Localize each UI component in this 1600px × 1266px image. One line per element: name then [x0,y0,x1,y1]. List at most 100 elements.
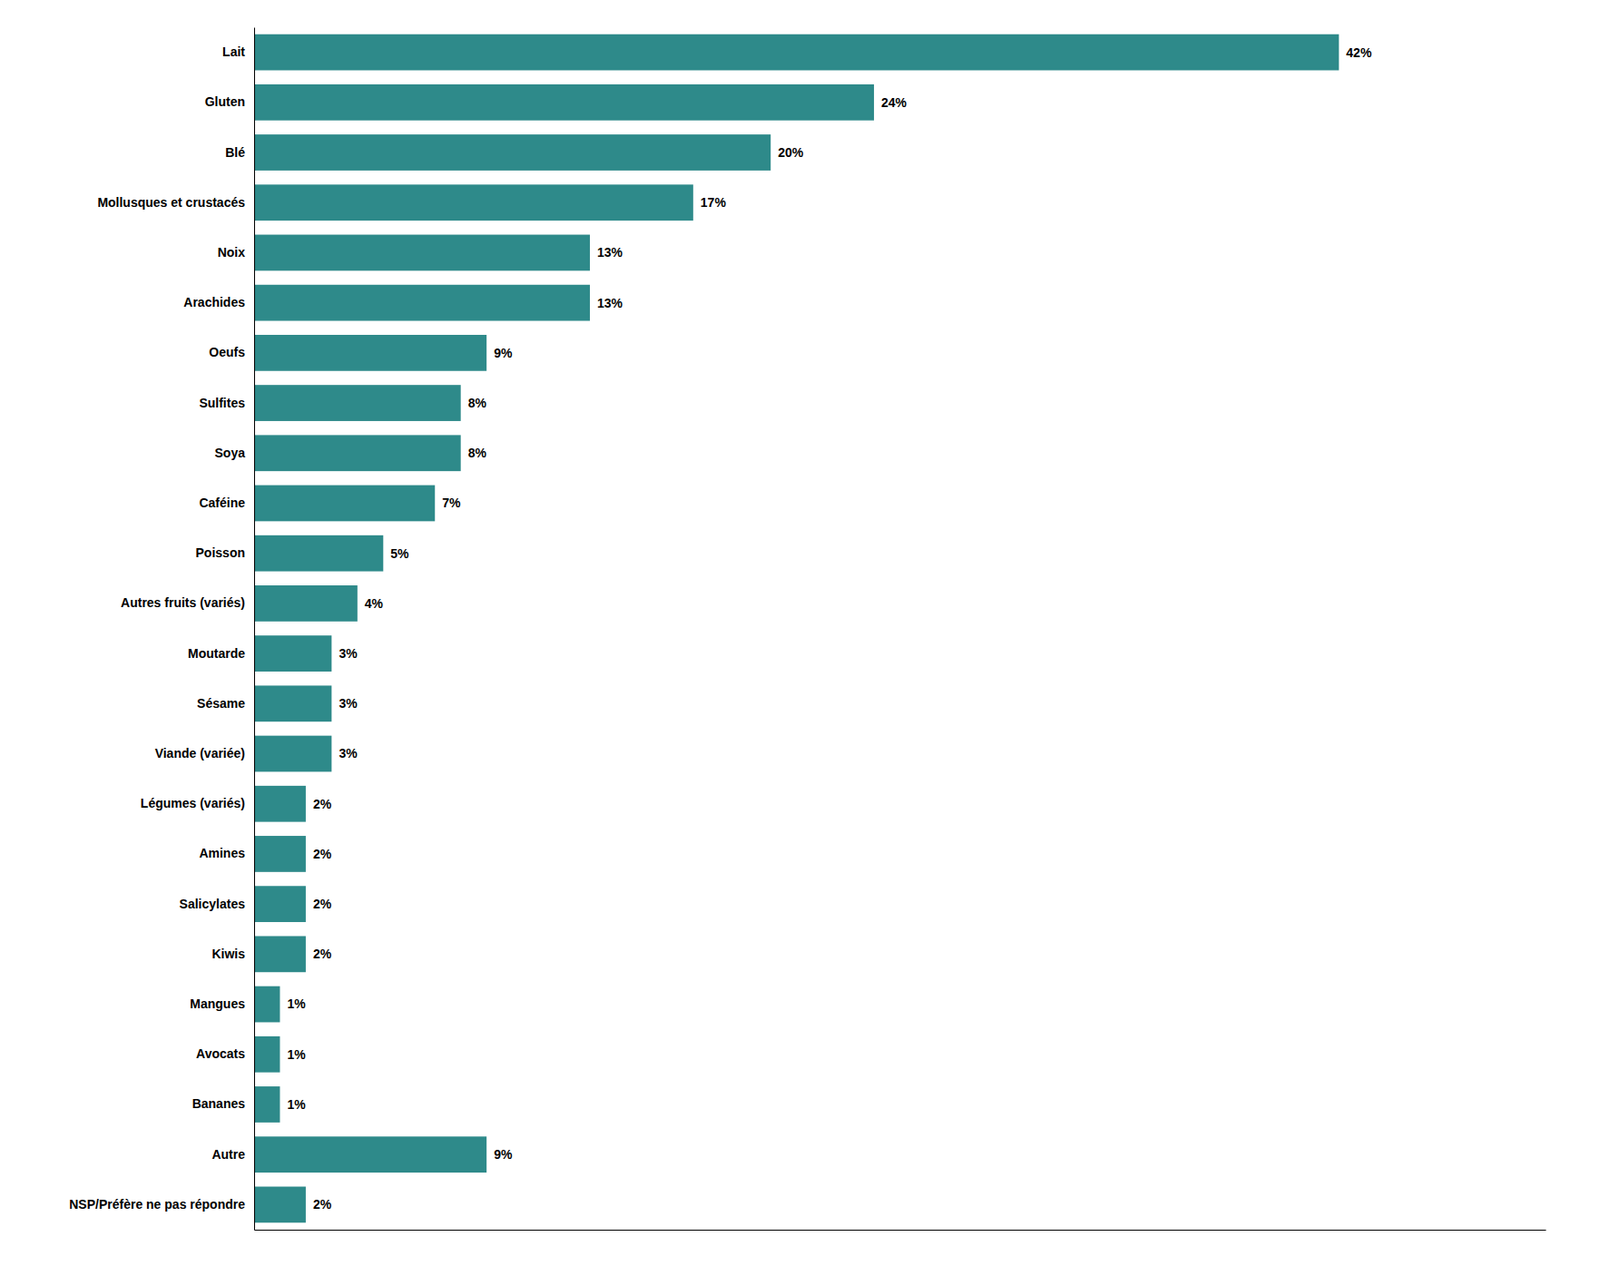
value-label: 1% [286,1097,306,1112]
bar [254,235,590,272]
y-tick: Blé [225,145,246,160]
y-tick: Autre [211,1147,246,1162]
bar [254,535,383,572]
y-tick-label: Kiwis [211,946,246,962]
value-label: 7% [441,495,462,511]
y-tick: Mollusques et crustacés [97,195,246,210]
value-label: 8% [468,445,488,461]
x-axis-domain [255,1229,1547,1231]
bar [254,585,358,622]
y-tick: Viande (variée) [155,746,246,761]
y-tick-label: Viande (variée) [155,746,246,761]
value-label: 5% [390,546,410,561]
y-tick: Lait [222,44,246,59]
value-label: 42% [1345,45,1373,60]
bar [254,986,280,1023]
bar [254,84,874,121]
value-label: 3% [338,746,358,761]
bar [254,1086,280,1123]
bar [254,184,694,221]
y-tick-label: Autre [211,1147,246,1162]
value-label: 2% [313,1197,333,1212]
chart-svg: Lait Gluten Blé Mollusques et crustacés Noix… [0,0,1600,1266]
value-label: 9% [493,1147,513,1162]
y-tick: Avocats [196,1046,246,1061]
y-tick-label: NSP/Préfère ne pas répondre [68,1197,246,1212]
bar [254,736,332,773]
bar [254,685,332,722]
y-tick-label: Légumes (variés) [140,795,246,811]
value-label: 2% [313,896,333,912]
bar [254,1036,280,1073]
bar [254,485,435,522]
value-label: 13% [597,245,624,260]
bar [254,935,306,972]
y-tick: Arachides [183,294,246,310]
y-tick: Sésame [196,696,246,711]
value-label: 17% [700,195,727,210]
value-label: 3% [338,646,358,661]
y-tick-label: Salicylates [179,896,246,912]
x-axis [255,1229,1547,1231]
bar [254,835,306,873]
bar [254,134,771,171]
bar [254,635,332,672]
plot-area: Lait Gluten Blé Mollusques et crustacés Noix… [68,28,1546,1231]
y-tick: Amines [198,845,246,861]
y-tick: Sulfites [198,395,246,411]
value-label: 2% [313,796,333,812]
y-tick-label: Poisson [196,545,246,560]
y-tick-label: Mangues [189,996,246,1012]
y-tick-label: Sulfites [198,395,246,411]
y-axis: Lait Gluten Blé Mollusques et crustacés Noix… [68,28,255,1231]
bar [254,284,590,322]
y-axis-domain [254,28,256,1231]
value-label: 2% [313,946,333,962]
y-tick: Oeufs [208,344,246,360]
y-tick-label: Gluten [205,94,246,109]
y-tick: Salicylates [179,896,246,912]
bar [254,34,1339,71]
y-tick-label: Oeufs [208,344,246,360]
y-tick-label: Moutarde [187,646,246,661]
y-tick-label: Bananes [192,1096,246,1111]
y-tick-label: Caféine [198,495,246,511]
value-label: 1% [286,1047,306,1062]
value-label: 8% [468,395,488,411]
y-tick: Soya [215,445,246,461]
value-label: 4% [364,596,384,611]
y-tick-label: Sésame [196,696,246,711]
y-tick-label: Autres fruits (variés) [120,595,246,610]
bar [254,785,306,823]
y-tick: Autres fruits (variés) [120,595,246,610]
bar [254,434,462,472]
data-labels: 42% 24% 20% 17% 13% 13% 9% 8% 8% 7% 5% 4% 3% 3% 3% 2% 2%… [286,45,1372,1213]
y-tick: Noix [217,245,246,260]
value-label: 9% [493,345,513,361]
y-tick: Gluten [205,94,246,109]
y-tick-label: Soya [215,445,246,461]
y-tick-label: Arachides [183,294,246,310]
y-tick: Légumes (variés) [140,795,246,811]
value-label: 24% [881,95,908,110]
bars [254,34,1339,1224]
y-tick-label: Avocats [196,1046,246,1061]
value-label: 3% [338,696,358,711]
value-label: 20% [777,145,805,160]
y-tick: Mangues [189,996,246,1012]
value-label: 1% [286,996,306,1012]
bar [254,334,487,372]
y-tick-label: Amines [198,845,246,861]
y-tick: Kiwis [211,946,246,962]
y-tick: Poisson [196,545,246,560]
y-tick: Moutarde [187,646,246,661]
value-label: 13% [597,295,624,311]
y-tick: NSP/Préfère ne pas répondre [68,1197,246,1212]
y-tick-label: Mollusques et crustacés [97,195,246,210]
bar [254,1136,487,1173]
y-tick: Caféine [198,495,246,511]
y-tick-label: Noix [217,245,246,260]
value-label: 2% [313,846,333,862]
y-tick-label: Blé [225,145,246,160]
y-tick-label: Lait [222,44,246,59]
